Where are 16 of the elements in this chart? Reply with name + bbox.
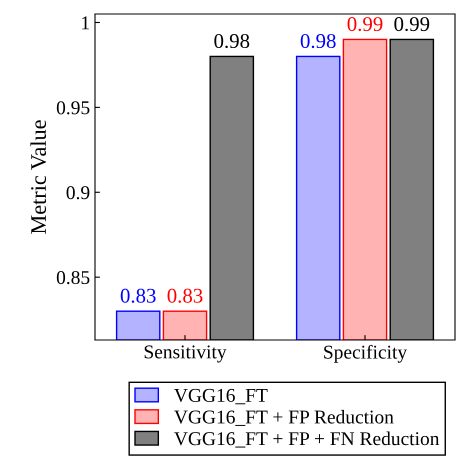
y-axis-title: Metric Value	[30, 120, 46, 234]
legend-label: VGG16_FT + FP + FN Reduction	[174, 432, 440, 448]
x-tick-label: Sensitivity	[144, 345, 227, 362]
data-label: 0.98	[214, 34, 250, 48]
data-label: 0.99	[348, 17, 382, 32]
y-tick-label: 0.95	[56, 101, 90, 114]
x-tick-label: Specificity	[324, 344, 408, 363]
data-label: 0.83	[120, 288, 156, 303]
y-tick-label: 0.85	[56, 270, 90, 284]
y-tick-label: 1	[82, 16, 89, 30]
data-label: 0.99	[394, 17, 430, 32]
legend-label: VGG16_FT	[174, 388, 268, 404]
legend-label: VGG16_FT + FP Reduction	[174, 410, 394, 426]
data-label: 0.98	[300, 34, 336, 48]
data-label: 0.83	[168, 288, 202, 303]
y-tick-label: 0.9	[66, 186, 90, 200]
